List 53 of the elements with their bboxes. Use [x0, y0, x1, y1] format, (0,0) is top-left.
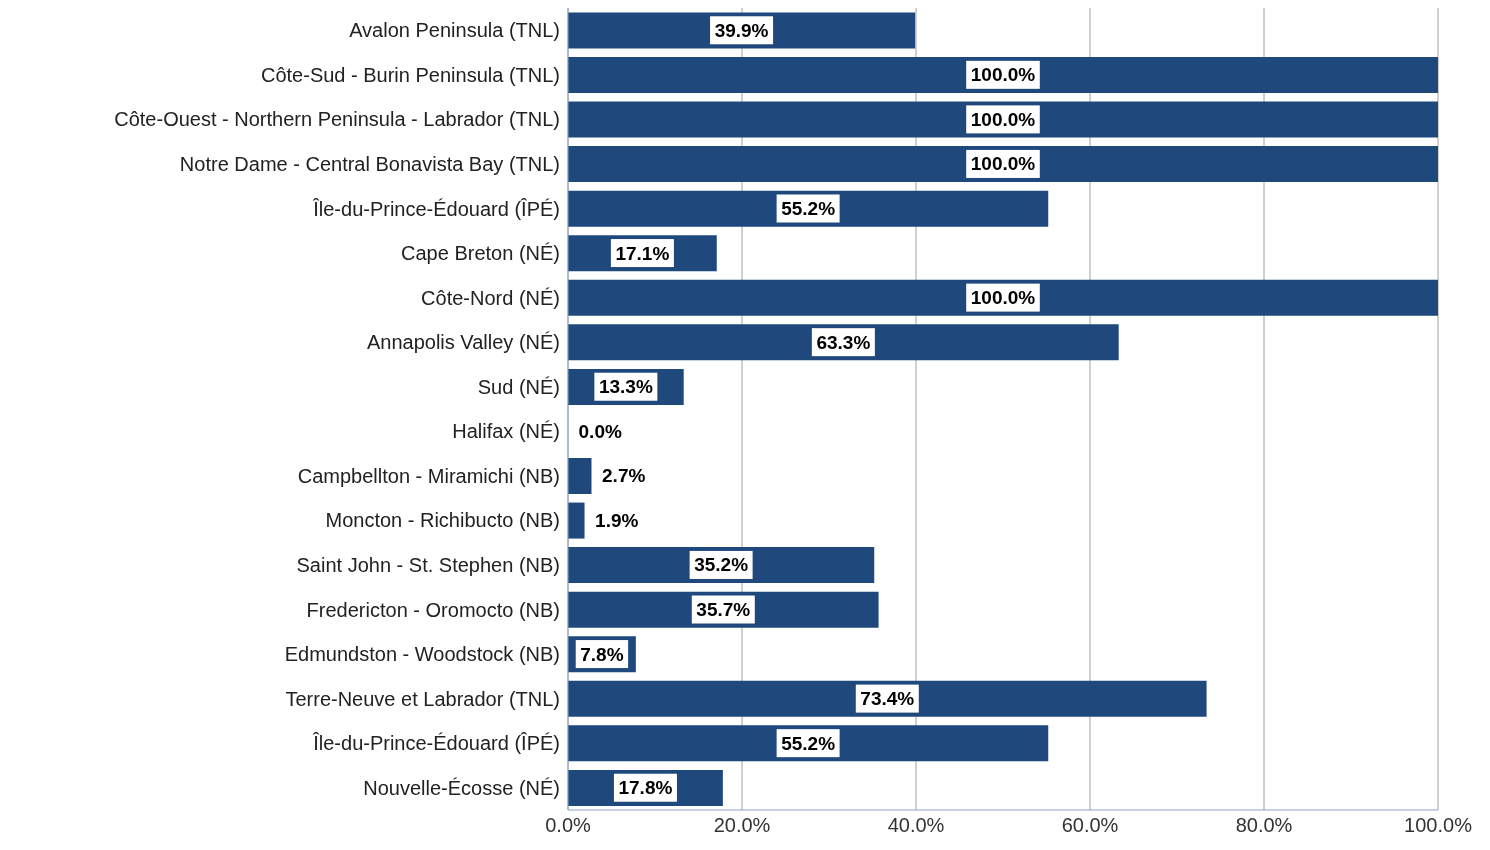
x-tick-label: 80.0%	[1235, 814, 1293, 837]
y-tick-label: Campbellton - Miramichi (NB)	[297, 464, 560, 487]
bar	[568, 146, 1438, 183]
y-tick-label: Avalon Peninsula (TNL)	[349, 19, 560, 42]
bar	[568, 12, 916, 49]
x-tick-label: 0.0%	[545, 814, 592, 837]
data-label: 100.0%	[970, 153, 1036, 175]
data-label: 13.3%	[598, 376, 653, 398]
data-label: 17.1%	[615, 242, 670, 264]
y-tick-label: Moncton - Richibucto (NB)	[325, 509, 560, 532]
y-tick-label: Halifax (NÉ)	[452, 420, 560, 443]
y-tick-label: Sud (NÉ)	[477, 375, 560, 398]
data-label: 39.9%	[714, 19, 769, 41]
data-label: 100.0%	[970, 287, 1036, 309]
y-tick-label: Notre Dame - Central Bonavista Bay (TNL)	[179, 153, 560, 176]
data-label: 100.0%	[970, 108, 1036, 130]
data-label: 55.2%	[781, 198, 836, 219]
bar	[568, 279, 1438, 316]
y-tick-label: Fredericton - Oromocto (NB)	[306, 598, 560, 621]
bar	[568, 324, 1119, 361]
y-tick-label: Île-du-Prince-Édouard (ÎPÉ)	[312, 197, 560, 220]
y-tick-label: Île-du-Prince-Édouard (ÎPÉ)	[312, 732, 560, 755]
y-tick-label: Côte-Nord (NÉ)	[421, 286, 560, 309]
data-label: 100.0%	[970, 64, 1036, 86]
x-tick-label: 40.0%	[887, 814, 945, 837]
bar	[568, 458, 592, 495]
data-label: 1.9%	[595, 509, 639, 531]
y-tick-label: Edmundston - Woodstock (NB)	[284, 643, 560, 666]
x-tick-label: 20.0%	[713, 814, 771, 837]
data-label: 73.4%	[860, 688, 915, 710]
y-tick-label: Côte-Sud - Burin Peninsula (TNL)	[260, 63, 560, 86]
bar	[568, 190, 1049, 227]
y-tick-label: Annapolis Valley (NÉ)	[366, 331, 560, 354]
data-label: 0.0%	[578, 420, 622, 442]
data-label: 55.2%	[781, 732, 836, 754]
bar	[568, 101, 1438, 138]
y-tick-label: Nouvelle-Écosse (NÉ)	[363, 776, 560, 799]
data-label: 17.8%	[618, 777, 673, 799]
data-label: 35.2%	[694, 554, 749, 576]
x-tick-label: 60.0%	[1061, 814, 1119, 837]
data-label: 2.7%	[602, 465, 646, 487]
bar	[568, 725, 1049, 762]
bar	[568, 57, 1438, 94]
y-tick-label: Saint John - St. Stephen (NB)	[296, 554, 560, 577]
bar	[568, 502, 585, 539]
bar	[568, 680, 1207, 717]
y-tick-label: Cape Breton (NÉ)	[401, 242, 560, 265]
data-label: 35.7%	[696, 599, 751, 620]
y-tick-label: Terre-Neuve et Labrador (TNL)	[285, 687, 560, 710]
data-label: 63.3%	[816, 331, 871, 353]
x-tick-label: 100.0%	[1404, 814, 1473, 837]
data-label: 7.8%	[580, 643, 624, 665]
y-tick-label: Côte-Ouest - Northern Peninsula - Labrador (TNL)	[114, 108, 560, 131]
